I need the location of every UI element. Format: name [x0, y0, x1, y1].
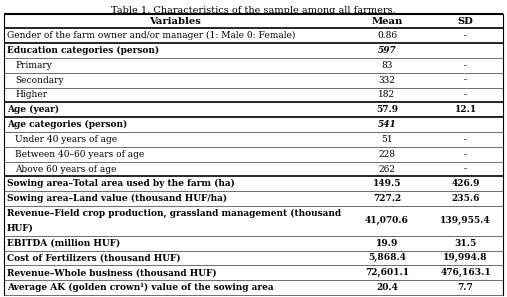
- Text: 476,163.1: 476,163.1: [440, 268, 491, 277]
- Text: Under 40 years of age: Under 40 years of age: [15, 135, 117, 144]
- Text: -: -: [464, 135, 467, 144]
- Text: Table 1. Characteristics of the sample among all farmers.: Table 1. Characteristics of the sample a…: [111, 6, 396, 15]
- Text: 228: 228: [379, 150, 395, 159]
- Text: 332: 332: [379, 76, 395, 85]
- Text: Secondary: Secondary: [15, 76, 63, 85]
- Text: -: -: [464, 31, 467, 40]
- Text: 83: 83: [381, 61, 392, 70]
- Text: Higher: Higher: [15, 91, 47, 99]
- Text: Primary: Primary: [15, 61, 52, 70]
- Text: Variables: Variables: [149, 17, 201, 26]
- Text: Gender of the farm owner and/or manager (1: Male 0: Female): Gender of the farm owner and/or manager …: [7, 31, 296, 40]
- Text: Revenue–Whole business (thousand HUF): Revenue–Whole business (thousand HUF): [7, 268, 216, 277]
- Text: -: -: [464, 165, 467, 173]
- Text: 541: 541: [378, 120, 396, 129]
- Text: Sowing area–Land value (thousand HUF/ha): Sowing area–Land value (thousand HUF/ha): [7, 194, 227, 203]
- Text: 235.6: 235.6: [451, 194, 480, 203]
- Text: SD: SD: [458, 17, 474, 26]
- Text: Above 60 years of age: Above 60 years of age: [15, 165, 117, 173]
- Text: HUF): HUF): [7, 224, 34, 233]
- Text: Sowing area–Total area used by the farm (ha): Sowing area–Total area used by the farm …: [7, 179, 235, 188]
- Text: Between 40–60 years of age: Between 40–60 years of age: [15, 150, 144, 159]
- Text: -: -: [464, 91, 467, 99]
- Text: 51: 51: [381, 135, 393, 144]
- Text: Education categories (person): Education categories (person): [7, 46, 159, 55]
- Text: 0.86: 0.86: [377, 31, 397, 40]
- Text: 12.1: 12.1: [454, 105, 477, 114]
- Text: 139,955.4: 139,955.4: [440, 217, 491, 225]
- Text: Revenue–Field crop production, grassland management (thousand: Revenue–Field crop production, grassland…: [7, 209, 341, 218]
- Text: 19,994.8: 19,994.8: [443, 253, 488, 263]
- Text: 5,868.4: 5,868.4: [368, 253, 406, 263]
- Text: -: -: [464, 150, 467, 159]
- Text: 182: 182: [378, 91, 395, 99]
- Text: 7.7: 7.7: [458, 283, 474, 292]
- Text: 20.4: 20.4: [376, 283, 398, 292]
- Text: 727.2: 727.2: [373, 194, 401, 203]
- Text: EBITDA (million HUF): EBITDA (million HUF): [7, 238, 120, 248]
- Text: Age categories (person): Age categories (person): [7, 120, 127, 129]
- Text: Cost of Fertilizers (thousand HUF): Cost of Fertilizers (thousand HUF): [7, 253, 180, 263]
- Text: Age (year): Age (year): [7, 105, 59, 114]
- Text: -: -: [464, 76, 467, 85]
- Text: 426.9: 426.9: [451, 179, 480, 188]
- Text: 262: 262: [379, 165, 395, 173]
- Text: 72,601.1: 72,601.1: [365, 268, 409, 277]
- Text: 149.5: 149.5: [373, 179, 401, 188]
- Text: 31.5: 31.5: [454, 238, 477, 248]
- Text: Mean: Mean: [371, 17, 403, 26]
- Text: Average AK (golden crown¹) value of the sowing area: Average AK (golden crown¹) value of the …: [7, 283, 274, 292]
- Text: 19.9: 19.9: [376, 238, 398, 248]
- Text: 597: 597: [378, 46, 396, 55]
- Text: 41,070.6: 41,070.6: [365, 217, 409, 225]
- Text: 57.9: 57.9: [376, 105, 398, 114]
- Text: -: -: [464, 61, 467, 70]
